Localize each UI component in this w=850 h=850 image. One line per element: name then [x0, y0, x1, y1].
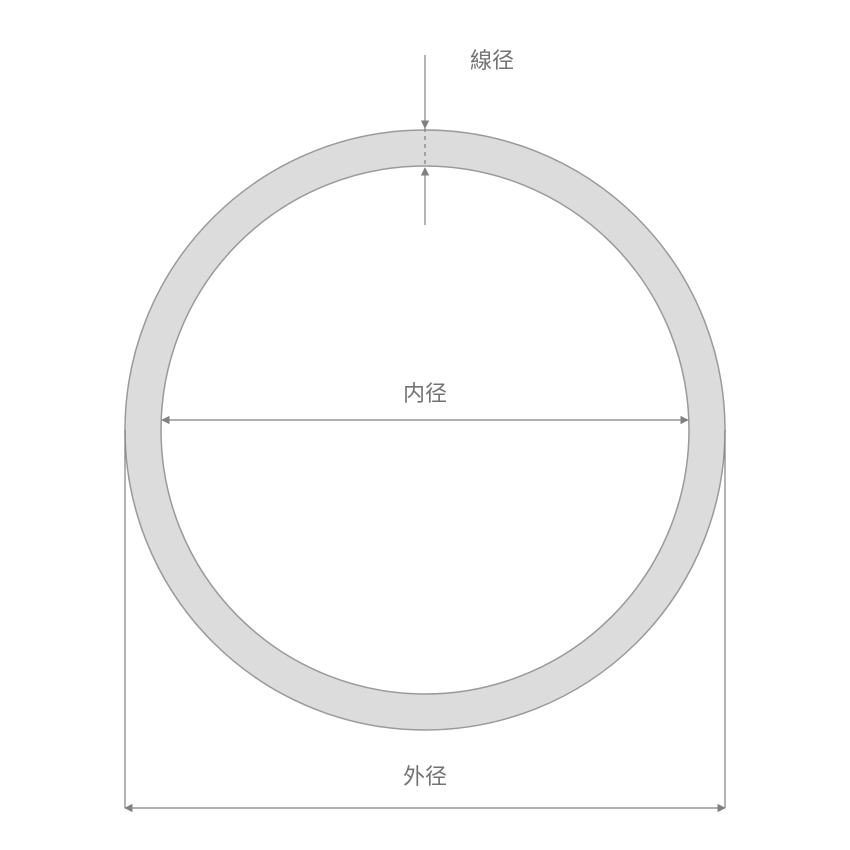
- wire-diameter-label: 線径: [470, 48, 514, 73]
- inner-diameter-label: 内径: [403, 381, 447, 406]
- ring-diagram: 外径 内径 線径: [0, 0, 850, 850]
- outer-diameter-label: 外径: [403, 764, 447, 789]
